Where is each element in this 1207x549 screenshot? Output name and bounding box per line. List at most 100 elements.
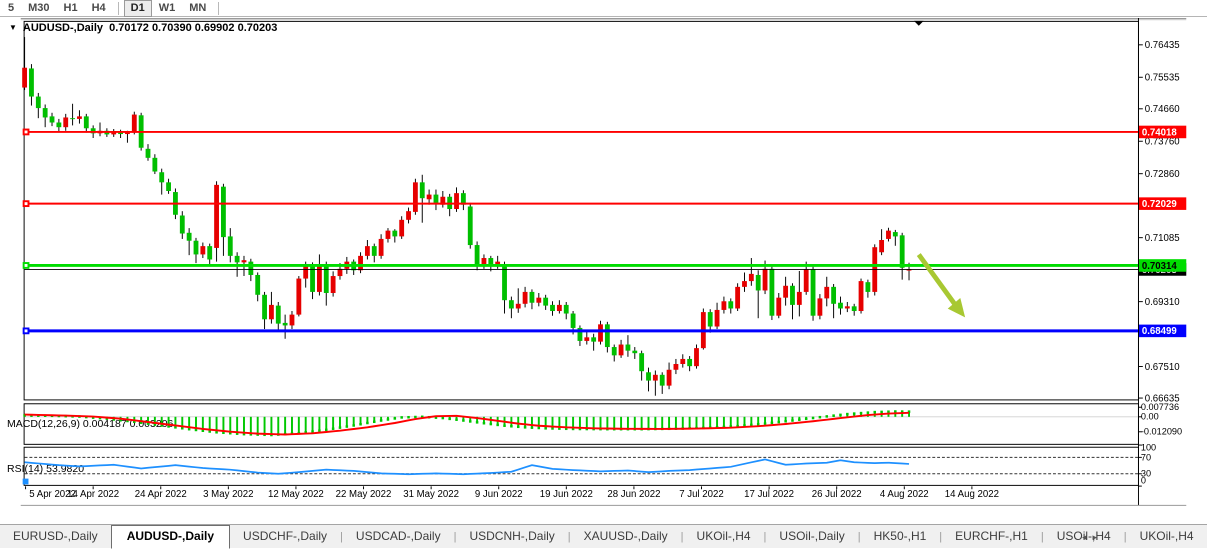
macd-histogram-bar <box>257 417 259 435</box>
date-label: 22 May 2022 <box>336 489 392 500</box>
candle-body <box>180 215 185 233</box>
macd-dot <box>538 427 541 430</box>
toolbar-separator <box>218 2 219 15</box>
macd-histogram-bar <box>339 417 341 428</box>
timeframe-button-m30[interactable]: M30 <box>21 0 56 17</box>
candle-body <box>543 298 548 306</box>
tab-scroll-buttons[interactable]: ◂▸ <box>1082 532 1103 543</box>
candle-body <box>564 305 569 314</box>
candle-body <box>509 300 514 308</box>
macd-histogram-bar <box>737 417 739 426</box>
macd-histogram-bar <box>709 417 711 428</box>
macd-dot <box>860 412 863 415</box>
macd-histogram-bar <box>723 417 725 427</box>
chart-tab-ukoil-h4[interactable]: UKOil-,H4 <box>1127 526 1207 548</box>
candle-body <box>612 347 617 355</box>
axis-tick-label: 0.76435 <box>1145 40 1180 51</box>
macd-histogram-bar <box>689 417 691 428</box>
candle-body <box>632 351 637 354</box>
candle-body <box>756 275 761 290</box>
candle-body <box>687 359 692 366</box>
candle-body <box>475 245 480 264</box>
macd-histogram-bar <box>730 417 732 427</box>
macd-dot <box>531 426 534 429</box>
macd-histogram-bar <box>312 417 314 432</box>
date-label: 19 Jun 2022 <box>540 489 593 500</box>
axis-tick-label: 0.74660 <box>1145 104 1180 115</box>
candle-body <box>296 279 301 315</box>
chart-tab-eurchf-h1[interactable]: EURCHF-,H1 <box>942 526 1041 548</box>
macd-histogram-bar <box>641 417 643 429</box>
top-marker-triangle-icon <box>914 21 924 26</box>
chart-tab-xauusd-daily[interactable]: XAUUSD-,Daily <box>571 526 681 548</box>
candle-body <box>331 276 336 293</box>
price-tag-label: 0.74018 <box>1142 127 1177 138</box>
tab-scroll-right-icon[interactable]: ▸ <box>1093 532 1104 542</box>
candle-body <box>262 295 267 320</box>
macd-histogram-bar <box>517 417 519 427</box>
macd-histogram-bar <box>661 417 663 429</box>
timeframe-button-5[interactable]: 5 <box>1 0 21 17</box>
chart-tab-usoil-daily[interactable]: USOil-,Daily <box>766 526 857 548</box>
macd-histogram-bar <box>510 417 512 426</box>
candle-body <box>70 118 75 119</box>
chart-area[interactable]: ▼AUDUSD-,Daily 0.70172 0.70390 0.69902 0… <box>0 18 1207 524</box>
macd-histogram-bar <box>270 417 272 435</box>
bearish-arrow-shaft[interactable] <box>919 255 955 304</box>
candle-body <box>207 246 212 259</box>
timeframe-button-h1[interactable]: H1 <box>57 0 85 17</box>
tab-scroll-left-icon[interactable]: ◂ <box>1082 532 1093 542</box>
timeframe-button-mn[interactable]: MN <box>182 0 213 17</box>
date-label: 3 May 2022 <box>203 489 253 500</box>
candle-body <box>482 258 487 264</box>
candle-body <box>790 286 795 305</box>
macd-dot <box>373 421 376 424</box>
candle-body <box>132 115 137 133</box>
macd-dot <box>517 426 520 429</box>
candle-body <box>77 116 82 119</box>
candle-body <box>413 182 418 212</box>
candle-body <box>591 337 596 341</box>
timeframe-button-h4[interactable]: H4 <box>85 0 113 17</box>
date-label: 7 Jul 2022 <box>679 489 724 500</box>
candle-body <box>317 264 322 292</box>
timeframe-button-w1[interactable]: W1 <box>152 0 183 17</box>
chart-tab-eurusd-daily[interactable]: EURUSD-,Daily <box>0 526 111 548</box>
chart-tab-hk50-h1[interactable]: HK50-,H1 <box>861 526 940 548</box>
macd-axis-label: 0.007736 <box>1141 402 1179 412</box>
candle-body <box>550 305 555 311</box>
chart-tab-usdcnh-daily[interactable]: USDCNH-,Daily <box>456 526 567 548</box>
candle-body <box>749 274 754 281</box>
chart-tab-ukoil-h4[interactable]: UKOil-,H4 <box>684 526 764 548</box>
candle-body <box>228 236 233 255</box>
macd-dot <box>387 418 390 421</box>
macd-dot <box>483 422 486 425</box>
timeframe-button-d1[interactable]: D1 <box>124 0 152 17</box>
macd-histogram-bar <box>702 417 704 428</box>
candle-body <box>200 246 205 254</box>
candle-body <box>619 345 624 356</box>
candle-body <box>56 123 61 128</box>
chart-tab-audusd-daily[interactable]: AUDUSD-,Daily <box>111 525 230 549</box>
macd-histogram-bar <box>716 417 718 427</box>
chart-tab-usdchf-daily[interactable]: USDCHF-,Daily <box>230 526 340 548</box>
chart-tab-usdcad-daily[interactable]: USDCAD-,Daily <box>343 526 454 548</box>
candle-body <box>159 172 164 182</box>
candle-body <box>152 158 157 172</box>
candle-body <box>722 301 727 310</box>
macd-signal-line <box>25 413 909 435</box>
candle-body <box>516 304 521 309</box>
price-axis: 0.764350.755350.746600.737600.728600.710… <box>1138 40 1186 404</box>
price-chart-canvas[interactable]: 0.764350.755350.746600.737600.728600.710… <box>0 18 1207 524</box>
candle-body <box>852 306 857 311</box>
macd-dot <box>551 427 554 430</box>
candle-body <box>804 270 809 292</box>
candle-body <box>831 287 836 304</box>
candle-body <box>43 108 48 117</box>
macd-dot <box>778 421 781 424</box>
candle-body <box>434 195 439 203</box>
date-label: 28 Jun 2022 <box>607 489 660 500</box>
candle-body <box>303 265 308 278</box>
macd-histogram-bar <box>250 417 252 435</box>
